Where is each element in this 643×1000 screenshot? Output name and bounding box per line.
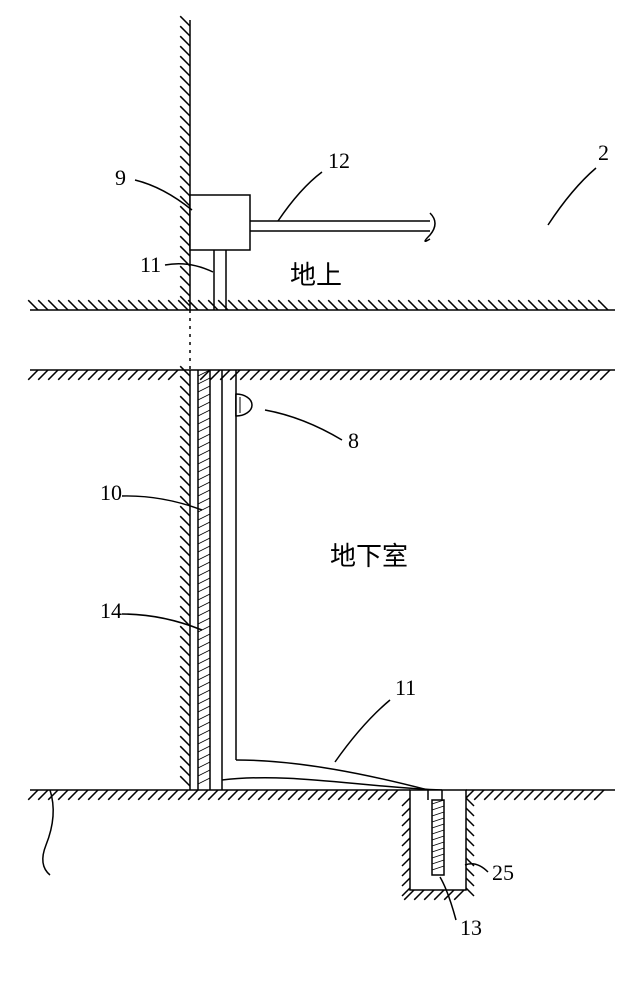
diagram-canvas: 地上地下室 9 12 2 11 8 10 14 11 25 13 [0, 0, 643, 1000]
callout-2: 2 [598, 140, 609, 165]
callout-11: 11 [395, 675, 416, 700]
callout-11: 11 [140, 252, 161, 277]
callout-10: 10 [100, 480, 122, 505]
label-basement: 地下室 [330, 542, 408, 571]
callout-14: 14 [100, 598, 122, 623]
callout-12: 12 [328, 148, 350, 173]
callout-8: 8 [348, 428, 359, 453]
label-above-ground: 地上 [290, 261, 342, 290]
callout-9: 9 [115, 165, 126, 190]
callout-25: 25 [492, 860, 514, 885]
callout-13: 13 [460, 915, 482, 940]
